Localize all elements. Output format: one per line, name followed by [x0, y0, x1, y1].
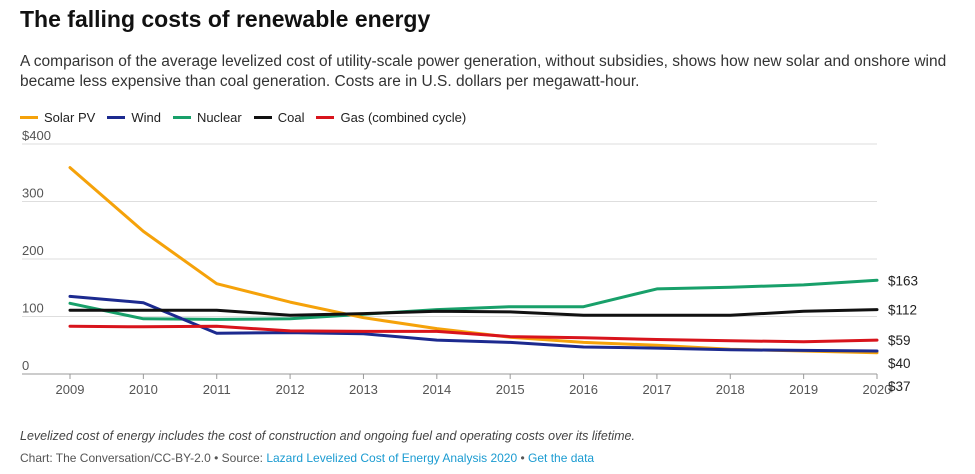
y-tick-label: 100: [22, 301, 44, 316]
x-tick-label: 2019: [789, 382, 818, 397]
series-line-gas-combined-cycle: [68, 324, 879, 344]
x-tick-label: 2012: [276, 382, 305, 397]
end-label-solar-pv: $37: [888, 379, 911, 394]
legend-label: Wind: [131, 110, 161, 125]
x-tick-label: 2020: [863, 382, 892, 397]
y-tick-label: $400: [22, 130, 51, 143]
credit-separator: •: [517, 451, 529, 465]
legend-label: Gas (combined cycle): [340, 110, 467, 125]
chart-footnote: Levelized cost of energy includes the co…: [20, 429, 635, 443]
legend-label: Coal: [277, 110, 305, 125]
x-tick-label: 2009: [56, 382, 85, 397]
source-link[interactable]: Lazard Levelized Cost of Energy Analysis…: [266, 451, 518, 465]
series-line-solar-pv: [68, 166, 879, 355]
x-tick-label: 2017: [642, 382, 671, 397]
y-tick-label: 200: [22, 243, 44, 258]
legend-swatch: [20, 116, 38, 119]
legend-swatch: [107, 116, 126, 119]
x-tick-label: 2011: [203, 382, 231, 397]
legend-item-solar-pv: Solar PV: [20, 110, 95, 125]
chart-subtitle: A comparison of the average levelized co…: [20, 53, 947, 90]
end-label-coal: $112: [888, 303, 917, 318]
legend-item-wind: Wind: [107, 110, 161, 125]
legend-item-gas-combined-cycle: Gas (combined cycle): [316, 110, 466, 125]
legend-swatch: [172, 116, 191, 119]
legend-label: Solar PV: [44, 110, 96, 125]
series-line-coal: [68, 308, 879, 317]
x-tick-label: 2010: [129, 382, 158, 397]
chart-legend: Solar PV Wind Nuclear Coal Gas (combined cyc…: [20, 110, 478, 125]
chart-credit: Chart: The Conversation/CC-BY-2.0 • Sour…: [20, 451, 594, 465]
legend-label: Nuclear: [196, 110, 242, 125]
credit-separator: • Source:: [210, 451, 267, 465]
legend-swatch: [316, 116, 335, 119]
line-chart: $400 300 200 100 0 2009 2010 2011 2012 2013 2014 20…: [22, 130, 918, 397]
credit-text: Chart: The Conversation/CC-BY-2.0: [20, 451, 211, 465]
legend-swatch: [253, 116, 272, 119]
get-data-link[interactable]: Get the data: [528, 451, 595, 465]
legend-item-coal: Coal: [253, 110, 305, 125]
chart-title: The falling costs of renewable energy: [20, 6, 431, 32]
x-tick-label: 2015: [496, 382, 525, 397]
x-tick-label: 2013: [349, 382, 378, 397]
y-tick-label: 0: [22, 358, 29, 373]
x-tick-label: 2018: [716, 382, 745, 397]
end-label-wind: $40: [888, 356, 911, 371]
end-label-nuclear: $163: [888, 273, 918, 288]
y-tick-label: 300: [22, 186, 44, 201]
legend-item-nuclear: Nuclear: [172, 110, 242, 125]
end-label-gas-combined-cycle: $59: [888, 333, 911, 348]
x-tick-label: 2014: [422, 382, 451, 397]
series-line-nuclear: [68, 278, 879, 321]
x-tick-label: 2016: [569, 382, 598, 397]
series-line-wind: [68, 294, 879, 353]
